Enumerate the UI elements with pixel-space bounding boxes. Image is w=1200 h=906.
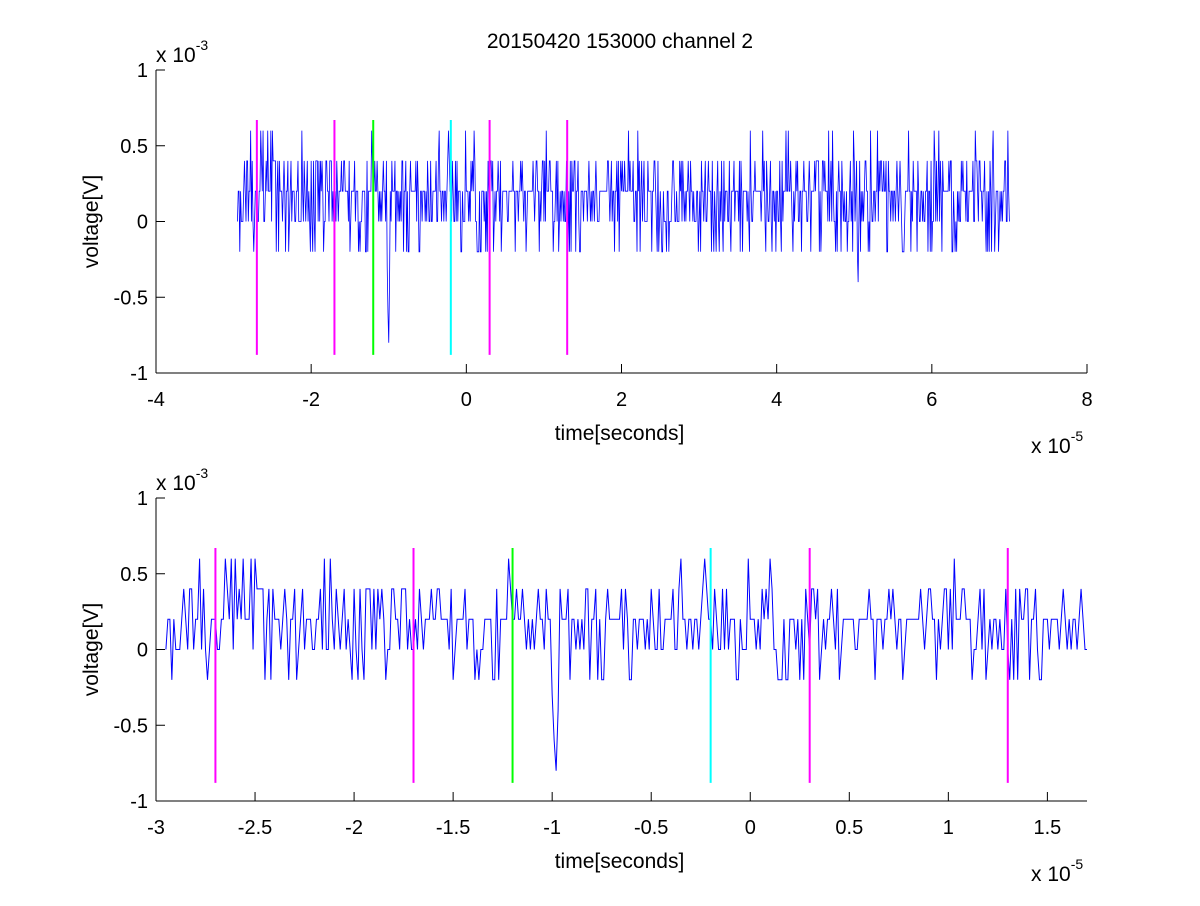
x-tick-label: -1.5 — [436, 817, 470, 839]
y-tick-label: 0.5 — [120, 136, 148, 158]
x-tick-label: -2.5 — [238, 817, 272, 839]
y-tick-label: 0 — [137, 212, 148, 234]
voltage-trace — [237, 130, 1010, 343]
x-exponent-label: x 10-5 — [1031, 856, 1083, 886]
x-tick-label: -0.5 — [634, 817, 668, 839]
y-tick-label: -0.5 — [114, 715, 148, 737]
y-tick-label: 1 — [137, 488, 148, 510]
y-tick-label: 0 — [137, 640, 148, 662]
x-tick-label: 2 — [616, 389, 627, 411]
voltage-trace — [165, 558, 1087, 771]
y-tick-label: -0.5 — [114, 287, 148, 309]
x-tick-label: 0 — [461, 389, 472, 411]
y-tick-label: 1 — [137, 60, 148, 82]
x-tick-label: -4 — [147, 389, 165, 411]
y-exponent-label: x 10-3 — [156, 465, 208, 495]
x-axis-title: time[seconds] — [555, 850, 685, 873]
y-exponent-power: -3 — [196, 465, 209, 481]
x-tick-label: 8 — [1081, 389, 1092, 411]
x-tick-label: 0.5 — [835, 817, 863, 839]
x-exponent-power: -5 — [1071, 428, 1084, 444]
x-tick-label: -3 — [147, 817, 165, 839]
y-tick-label: -1 — [130, 363, 148, 385]
x-exponent-label: x 10-5 — [1031, 428, 1083, 458]
x-tick-label: 1.5 — [1033, 817, 1061, 839]
y-axis-title: voltage[V] — [80, 175, 103, 268]
x-tick-label: 0 — [745, 817, 756, 839]
y-tick-label: -1 — [130, 791, 148, 813]
y-axis-title: voltage[V] — [80, 603, 103, 696]
figure-title: 20150420 153000 channel 2 — [487, 30, 753, 53]
bottom-plot: -3 -2.5 -2 -1.5 -1 -0.5 0 0.5 1 1.5 1 0.5 0 -0.5 -1 x 1… — [80, 465, 1087, 886]
y-tick-label: 0.5 — [120, 564, 148, 586]
x-tick-label: -2 — [345, 817, 363, 839]
x-tick-label: 6 — [926, 389, 937, 411]
top-plot: -4 -2 0 2 4 6 8 1 0.5 0 -0.5 -1 x 10-3 x 10-5 time[sec… — [80, 37, 1093, 458]
x-tick-label: -2 — [302, 389, 320, 411]
x-tick-label: 1 — [943, 817, 954, 839]
y-exponent-label: x 10-3 — [156, 37, 208, 67]
y-exponent-power: -3 — [196, 37, 209, 53]
x-tick-label: 4 — [771, 389, 782, 411]
x-tick-label: -1 — [543, 817, 561, 839]
x-exponent-power: -5 — [1071, 856, 1084, 872]
x-axis-title: time[seconds] — [555, 422, 685, 445]
